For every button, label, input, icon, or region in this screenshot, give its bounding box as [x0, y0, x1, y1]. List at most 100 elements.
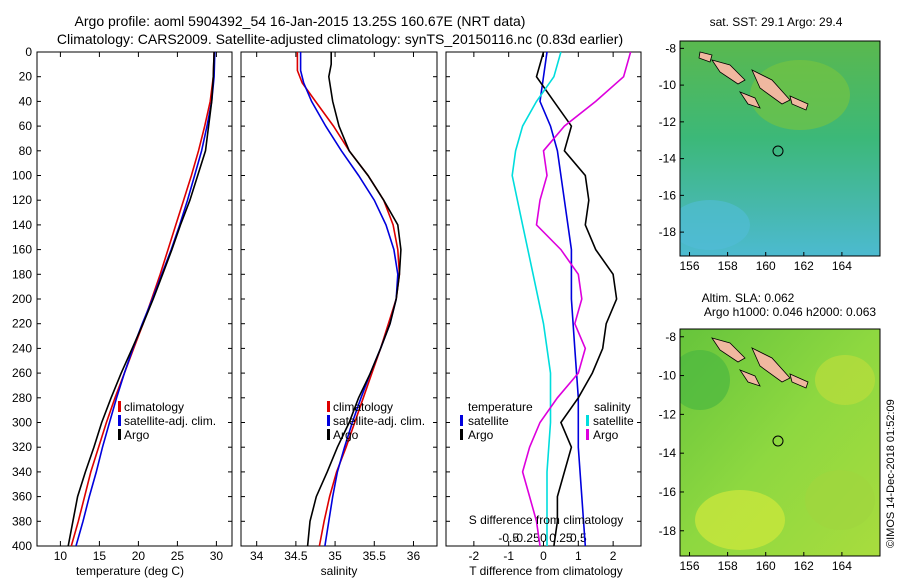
map-x-tick-label: 164 — [832, 559, 852, 573]
sla-island-3 — [738, 369, 761, 387]
map-x-tick-label: 160 — [756, 259, 776, 273]
depth-tick-label: 180 — [12, 267, 32, 281]
depth-tick-label: 0 — [25, 45, 32, 59]
legend-swatch-climatology — [118, 401, 121, 412]
depth-tick-labels: 0 20 40 60 80 100 120 140 160 180 200 220 240 260 280 3… — [12, 45, 32, 553]
legend-climatology: climatology — [124, 400, 184, 414]
sst-tick-labels: 156 158 160 162 164 -8 -10 -12 -14 -16 -18 — [659, 41, 853, 273]
sla-high-patch-1 — [695, 490, 785, 550]
sla-high-patch-2 — [815, 355, 875, 405]
map-x-tick-label: 164 — [832, 259, 852, 273]
map-y-tick-label: -8 — [665, 330, 676, 344]
legend-temperature-title: temperature — [468, 400, 533, 414]
depth-tick-label: 100 — [12, 169, 32, 183]
legend-s-argo: Argo — [593, 428, 619, 442]
legend-swatch-satellite — [118, 415, 121, 426]
x-tick-label: 25 — [171, 549, 185, 563]
x-tick-label: 35.5 — [363, 549, 387, 563]
map-y-tick-label: -14 — [659, 446, 677, 460]
s-difference-label: S difference from climatology — [469, 513, 624, 527]
x-tick-label: -2 — [469, 549, 480, 563]
legend-satellite: satellite-adj. clim. — [124, 414, 216, 428]
sst-argo-marker — [772, 145, 784, 157]
sst-island-4 — [789, 95, 809, 111]
imos-credit: ©IMOS 14-Dec-2018 01:52:09 — [885, 399, 897, 548]
salinity-xlabel: salinity — [321, 564, 358, 578]
temperature-series — [37, 51, 232, 547]
sla-islands — [711, 337, 809, 389]
map-x-tick-label: 158 — [718, 559, 738, 573]
x-tick-label: 34.5 — [284, 549, 308, 563]
sla-title-line-1: Altim. SLA: 0.062 — [702, 291, 795, 305]
depth-tick-label: 260 — [12, 366, 32, 380]
map-y-tick-label: -12 — [659, 115, 677, 129]
map-y-tick-label: -10 — [659, 78, 677, 92]
x-tick-label: 30 — [210, 549, 224, 563]
depth-tick-label: 300 — [12, 416, 32, 430]
x-tick-label: 20 — [132, 549, 146, 563]
title-line-2: Climatology: CARS2009. Satellite-adjuste… — [57, 31, 623, 47]
sla-island-4 — [789, 373, 809, 389]
series-t-satellite — [539, 51, 587, 547]
sla-title-line-2: Argo h1000: 0.046 h2000: 0.063 — [704, 305, 876, 319]
legend-swatch-s-satellite — [586, 415, 589, 426]
title-line-1: Argo profile: aoml 5904392_54 16-Jan-201… — [75, 13, 526, 29]
x-tick-label: 1 — [575, 549, 582, 563]
map-y-tick-label: -8 — [665, 41, 676, 55]
map-x-tick-label: 162 — [794, 559, 814, 573]
temperature-tick-labels: 10 15 20 25 30 — [54, 52, 224, 563]
sla-axes — [679, 328, 881, 557]
legend-swatch-satellite — [327, 415, 330, 426]
sst-island-3 — [738, 91, 761, 109]
legend-t-satellite: satellite — [468, 414, 509, 428]
map-x-tick-label: 158 — [718, 259, 738, 273]
sla-island-2 — [751, 347, 791, 383]
depth-tick-label: 160 — [12, 243, 32, 257]
map-x-tick-label: 162 — [794, 259, 814, 273]
x-tick-label: -1 — [503, 549, 514, 563]
sst-cool-patch — [680, 200, 750, 250]
temperature-xlabel: temperature (deg C) — [76, 564, 184, 578]
x-tick-label: 15 — [93, 549, 107, 563]
salinity-series — [241, 51, 437, 547]
x-tick-label: 34 — [250, 549, 264, 563]
depth-tick-label: 200 — [12, 292, 32, 306]
difference-axes — [445, 51, 642, 547]
sla-overlay — [680, 337, 875, 550]
map-y-tick-label: -10 — [659, 369, 677, 383]
salinity-tick-labels: 34 34.5 35 35.5 36 — [250, 52, 420, 563]
depth-tick-label: 280 — [12, 391, 32, 405]
sla-island-1 — [711, 337, 746, 363]
map-y-tick-label: -18 — [659, 524, 677, 538]
sst-map-panel: sat. SST: 29.1 Argo: 29.4 156 158 160 162 16… — [659, 15, 881, 273]
s-tick-label: -0.25 — [512, 531, 540, 545]
t-difference-xlabel: T difference from climatology — [469, 564, 623, 578]
sla-low-patch — [680, 350, 730, 410]
legend-satellite: satellite-adj. clim. — [333, 414, 425, 428]
map-x-tick-label: 156 — [680, 559, 700, 573]
depth-tick-label: 380 — [12, 514, 32, 528]
legend-swatch-argo — [118, 429, 121, 440]
depth-tick-label: 340 — [12, 465, 32, 479]
legend-swatch-t-argo — [460, 429, 463, 440]
x-tick-label: 0 — [540, 549, 547, 563]
legend-swatch-climatology — [327, 401, 330, 412]
map-y-tick-label: -16 — [659, 188, 677, 202]
sla-argo-marker — [772, 435, 784, 447]
map-x-tick-label: 156 — [680, 259, 700, 273]
legend-swatch-t-satellite — [460, 415, 463, 426]
sla-mid-patch — [805, 470, 875, 530]
depth-tick-label: 320 — [12, 440, 32, 454]
s-difference-tick-labels: -0.5-0.25 0 0.250.5 — [498, 531, 587, 545]
sst-map-title: sat. SST: 29.1 Argo: 29.4 — [710, 15, 843, 29]
s-tick-label: -0.5 — [498, 531, 519, 545]
legend-swatch-s-argo — [586, 429, 589, 440]
sst-islands — [698, 51, 809, 111]
series-s-argo — [521, 51, 632, 547]
depth-tick-label: 360 — [12, 490, 32, 504]
depth-tick-label: 400 — [12, 539, 32, 553]
depth-tick-label: 120 — [12, 193, 32, 207]
series-argo — [306, 52, 402, 547]
depth-tick-label: 80 — [19, 144, 33, 158]
